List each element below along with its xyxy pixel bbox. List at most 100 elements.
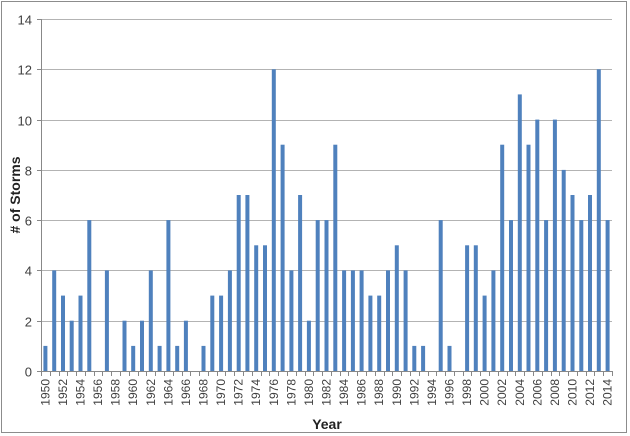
bar-2004 [517, 94, 522, 372]
bar-2003 [509, 220, 513, 371]
bar-1980 [306, 320, 311, 371]
bar-1950 [43, 345, 48, 371]
bar-1978 [289, 270, 294, 371]
bar-1985 [350, 270, 355, 371]
bar-1993 [421, 345, 426, 371]
bar-1970 [219, 295, 224, 371]
bar-1992 [412, 345, 417, 371]
bar-1965 [175, 345, 180, 371]
bar-1972 [236, 195, 241, 371]
x-tick-label: 2002 [495, 379, 509, 406]
bar-1976 [271, 69, 276, 372]
bar-2011 [579, 220, 584, 371]
bar-1968 [201, 345, 206, 371]
x-tick-label: 1964 [161, 379, 175, 406]
bar-2007 [544, 220, 549, 371]
bar-1988 [377, 295, 382, 371]
bar-1982 [324, 220, 329, 371]
x-tick-label: 1970 [214, 379, 228, 406]
y-axis-ticks: 0 2 4 6 8 10 12 14 [18, 13, 41, 380]
bar-1954 [78, 295, 83, 371]
bar-2009 [561, 169, 566, 371]
bar-2006 [535, 119, 540, 371]
bar-1973 [245, 195, 250, 371]
x-tick-label: 1992 [407, 379, 421, 406]
y-tick-label: 2 [25, 315, 32, 330]
bar-2014 [605, 220, 610, 371]
y-tick-label: 4 [25, 264, 32, 279]
y-tick-label: 0 [25, 365, 32, 380]
bar-1974 [254, 245, 259, 371]
x-axis-ticks: 1950 1952 1954 1956 1958 1960 1962 1964 1966 1968… [38, 371, 615, 406]
x-tick-label: 2008 [548, 379, 562, 406]
x-tick-label: 2006 [530, 379, 544, 406]
x-tick-label: 1974 [249, 379, 263, 406]
bars [43, 69, 610, 372]
y-tick-label: 10 [18, 114, 32, 129]
bar-1991 [403, 270, 408, 371]
bar-1995 [438, 220, 443, 371]
bar-2001 [491, 270, 496, 371]
x-tick-label: 2000 [478, 379, 492, 406]
bar-1990 [394, 245, 399, 371]
bar-1952 [61, 295, 65, 371]
bar-1975 [263, 245, 267, 371]
bar-1961 [140, 320, 144, 371]
x-axis-label: Year [312, 416, 342, 432]
x-tick-label: 1960 [126, 379, 140, 406]
x-tick-label: 2014 [601, 379, 615, 406]
bar-1983 [333, 144, 338, 371]
x-tick-label: 1986 [355, 379, 369, 406]
gridlines [41, 19, 612, 322]
bar-2005 [526, 144, 531, 371]
x-tick-label: 1988 [372, 379, 386, 406]
bar-2012 [588, 195, 592, 371]
x-tick-label: 1972 [232, 379, 246, 406]
bar-2008 [552, 119, 557, 371]
x-tick-label: 2010 [566, 379, 580, 406]
x-tick-label: 1954 [74, 379, 88, 406]
x-tick-label: 1962 [144, 379, 158, 406]
bar-1996 [447, 345, 452, 371]
axes [41, 19, 612, 372]
bar-1962 [148, 270, 153, 371]
bar-1977 [280, 144, 285, 371]
x-tick-label: 1956 [91, 379, 105, 406]
bar-1979 [298, 195, 303, 371]
bar-1998 [465, 245, 470, 371]
x-tick-label: 2004 [513, 379, 527, 406]
x-tick-label: 1980 [302, 379, 316, 406]
x-tick-label: 1982 [320, 379, 334, 406]
x-tick-label: 1984 [337, 379, 351, 406]
y-tick-label: 6 [25, 214, 32, 229]
y-tick-label: 12 [18, 63, 32, 78]
bar-1989 [386, 270, 390, 371]
x-tick-label: 1952 [56, 379, 70, 406]
bar-1955 [87, 220, 92, 371]
x-tick-label: 1998 [460, 379, 474, 406]
bar-1951 [52, 270, 57, 371]
x-tick-label: 1958 [109, 379, 123, 406]
bar-1964 [166, 220, 171, 371]
bar-1971 [227, 270, 232, 371]
bar-1987 [368, 295, 373, 371]
bar-1981 [315, 220, 320, 371]
x-tick-label: 1996 [443, 379, 457, 406]
x-tick-label: 1950 [38, 379, 52, 406]
x-tick-label: 1968 [197, 379, 211, 406]
bar-1966 [183, 320, 188, 371]
bar-2010 [570, 195, 575, 371]
bar-1957 [104, 270, 109, 371]
bar-2000 [482, 295, 487, 371]
bar-1963 [157, 345, 162, 371]
y-axis-label: # of Storms [7, 156, 23, 233]
x-tick-label: 1990 [390, 379, 404, 406]
y-tick-label: 8 [25, 164, 32, 179]
bar-1959 [122, 320, 127, 371]
bar-1953 [69, 320, 74, 371]
bar-1984 [342, 270, 347, 371]
bar-1969 [210, 295, 215, 371]
x-tick-label: 1976 [267, 379, 281, 406]
